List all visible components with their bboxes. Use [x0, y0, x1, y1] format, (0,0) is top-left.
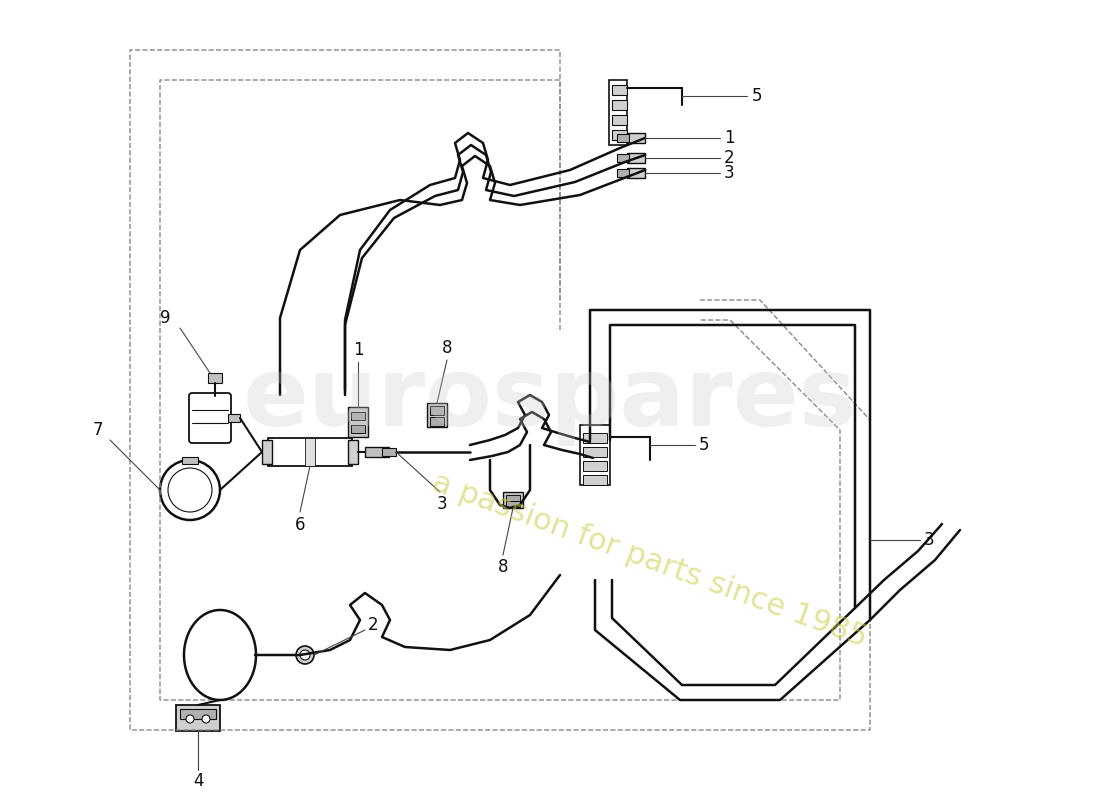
Text: 1: 1: [724, 129, 735, 147]
Bar: [583, 475, 607, 485]
Bar: [580, 425, 611, 485]
Bar: [262, 440, 272, 464]
Bar: [382, 448, 396, 456]
Bar: [583, 433, 607, 443]
Text: 3: 3: [437, 495, 448, 513]
Bar: [612, 130, 627, 140]
Bar: [506, 495, 520, 501]
Text: eurospares: eurospares: [243, 354, 857, 446]
Bar: [430, 406, 444, 415]
Bar: [609, 80, 627, 145]
Text: 8: 8: [497, 558, 508, 576]
FancyBboxPatch shape: [189, 393, 231, 443]
Bar: [617, 134, 629, 142]
Bar: [503, 492, 522, 508]
Text: 5: 5: [752, 87, 762, 105]
Bar: [348, 407, 369, 437]
Circle shape: [186, 715, 194, 723]
Bar: [430, 417, 444, 426]
Bar: [506, 501, 520, 507]
Bar: [627, 168, 645, 178]
Bar: [208, 373, 222, 383]
Text: 8: 8: [442, 339, 452, 357]
Text: 3: 3: [724, 164, 735, 182]
Circle shape: [300, 650, 310, 660]
Bar: [627, 153, 645, 163]
Bar: [612, 115, 627, 125]
Text: 2: 2: [724, 149, 735, 167]
Bar: [365, 447, 389, 457]
Bar: [427, 403, 447, 427]
Text: 9: 9: [160, 309, 170, 327]
Bar: [180, 709, 216, 719]
Text: 2: 2: [368, 616, 378, 634]
Circle shape: [202, 715, 210, 723]
Text: a passion for parts since 1985: a passion for parts since 1985: [428, 467, 871, 653]
Bar: [351, 425, 365, 433]
Text: 7: 7: [92, 421, 103, 439]
Bar: [351, 412, 365, 420]
Bar: [612, 85, 627, 95]
Bar: [176, 705, 220, 731]
Bar: [228, 414, 240, 422]
Text: 3: 3: [924, 531, 935, 549]
Bar: [627, 133, 645, 143]
Bar: [612, 100, 627, 110]
Text: 4: 4: [192, 772, 204, 790]
Bar: [583, 461, 607, 471]
Circle shape: [296, 646, 314, 664]
Bar: [617, 154, 629, 162]
Text: 1: 1: [353, 341, 363, 359]
Bar: [268, 438, 352, 466]
Text: 5: 5: [698, 436, 710, 454]
Bar: [583, 447, 607, 457]
Bar: [348, 440, 358, 464]
Bar: [617, 169, 629, 177]
Bar: [182, 457, 198, 464]
Text: 6: 6: [295, 516, 306, 534]
Bar: [305, 438, 315, 466]
